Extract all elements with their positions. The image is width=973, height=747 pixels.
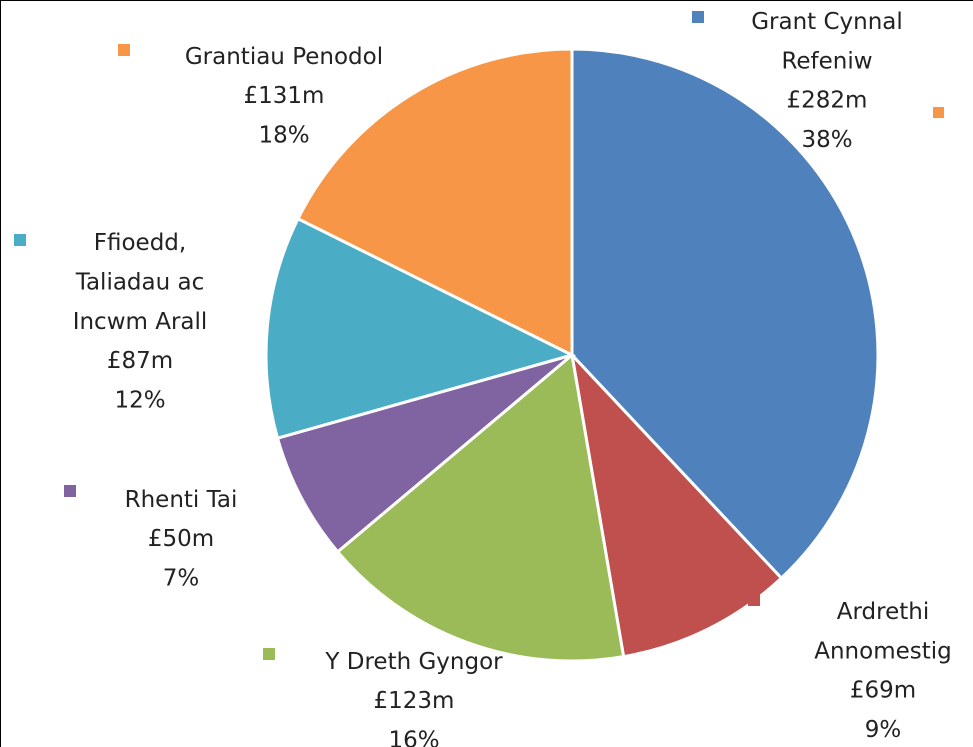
percent-label: 16% <box>388 728 439 747</box>
value-label: £87m <box>107 348 173 374</box>
percent-label: 7% <box>163 566 200 592</box>
category-label: Rhenti Tai <box>125 487 238 513</box>
pie-slice <box>296 47 574 358</box>
legend-marker <box>692 11 704 23</box>
category-line: Ardrethi <box>837 599 929 625</box>
percent-label: 18% <box>258 123 309 149</box>
category-line: Annomestig <box>814 638 952 664</box>
clipped-legend-marker <box>933 107 944 118</box>
legend-marker <box>748 594 760 606</box>
value-label: £282m <box>787 88 868 114</box>
pie-slice <box>264 216 577 441</box>
value-label: £123m <box>374 688 455 714</box>
pie-slice <box>335 352 626 663</box>
value-label: £50m <box>148 526 214 552</box>
legend-marker <box>118 44 130 56</box>
category-line: Rhenti Tai <box>125 487 238 513</box>
percent-label: 12% <box>114 388 165 414</box>
category-label: Y Dreth Gyngor <box>324 649 503 675</box>
category-line: Grant Cynnal <box>751 9 903 35</box>
category-line: Refeniw <box>781 48 872 74</box>
category-line: Incwm Arall <box>73 309 208 335</box>
pie-slice <box>569 350 784 659</box>
category-label: Grant Cynnal Refeniw <box>751 9 903 75</box>
pie-slice <box>570 47 880 581</box>
category-line: Ffioedd, <box>94 230 186 256</box>
legend-marker <box>14 234 26 246</box>
value-label: £69m <box>850 678 916 704</box>
category-label: Ffioedd, Taliadau ac Incwm Arall <box>73 230 208 335</box>
category-line: Grantiau Penodol <box>185 44 383 70</box>
pie-slice <box>275 353 573 554</box>
category-label: Ardrethi Annomestig <box>814 599 952 665</box>
category-line: Y Dreth Gyngor <box>324 649 503 675</box>
value-label: £131m <box>244 83 325 109</box>
category-label: Grantiau Penodol <box>185 44 383 70</box>
percent-label: 9% <box>865 717 902 743</box>
legend-marker <box>263 648 275 660</box>
percent-label: 38% <box>801 127 852 153</box>
legend-marker <box>64 485 76 497</box>
category-line: Taliadau ac <box>75 269 205 295</box>
